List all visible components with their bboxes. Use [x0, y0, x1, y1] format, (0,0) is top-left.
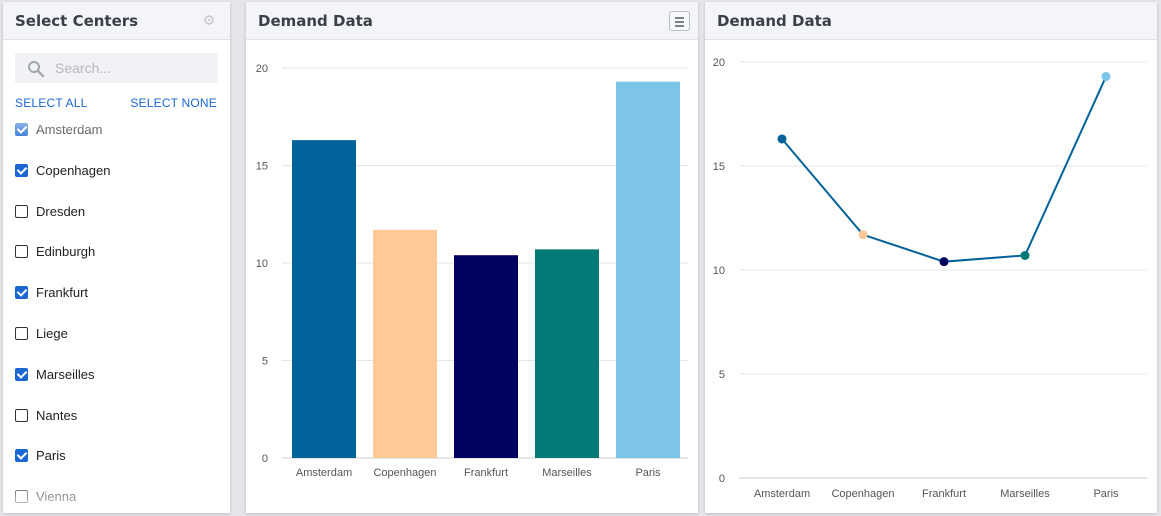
center-item-copenhagen[interactable]: Copenhagen — [15, 157, 225, 198]
bar-amsterdam — [292, 140, 356, 458]
x-tick-label: Frankfurt — [922, 488, 966, 500]
center-item-liege[interactable]: Liege — [15, 320, 225, 361]
center-list: Amsterdam Copenhagen Dresden Edinburgh Frank… — [15, 116, 225, 513]
checkbox[interactable] — [15, 123, 28, 136]
x-tick-label: Marseilles — [1000, 488, 1050, 500]
center-label: Frankfurt — [36, 285, 89, 301]
panel-header: Select Centers ⚙ — [3, 2, 230, 40]
checkbox[interactable] — [15, 326, 28, 340]
center-item-amsterdam[interactable]: Amsterdam — [15, 116, 225, 157]
y-tick-label: 15 — [713, 161, 725, 173]
y-tick-label: 5 — [262, 356, 268, 368]
center-item-dresden[interactable]: Dresden — [15, 198, 225, 239]
center-label: Paris — [36, 448, 66, 464]
search-box — [15, 53, 218, 83]
x-tick-label: Frankfurt — [464, 467, 508, 479]
center-item-frankfurt[interactable]: Frankfurt — [15, 279, 225, 320]
bar-paris — [616, 81, 680, 459]
y-tick-label: 5 — [719, 369, 725, 381]
bar-marseilles — [535, 249, 599, 458]
panel-title: Demand Data — [258, 12, 373, 30]
y-tick-label: 10 — [713, 265, 725, 277]
center-label: Amsterdam — [36, 122, 103, 137]
center-label: Edinburgh — [36, 244, 96, 260]
panel-title: Demand Data — [717, 12, 832, 30]
y-tick-label: 0 — [719, 473, 725, 485]
x-tick-label: Copenhagen — [831, 488, 894, 500]
checkbox[interactable] — [15, 163, 28, 177]
center-label: Liege — [36, 325, 68, 341]
point-copenhagen — [858, 230, 868, 240]
y-tick-label: 0 — [262, 453, 268, 465]
bar-frankfurt — [454, 255, 518, 458]
point-marseilles — [1020, 250, 1030, 260]
gear-icon[interactable]: ⚙ — [202, 12, 216, 28]
bar-chart: 0 5 10 15 20 Amsterdam Copenhagen Frankfurt Mars… — [256, 63, 688, 479]
center-label: Marseilles — [36, 366, 95, 382]
select-all-button[interactable]: SELECT ALL — [15, 96, 88, 110]
center-item-edinburgh[interactable]: Edinburgh — [15, 238, 225, 279]
panel-header: Demand Data — [246, 2, 698, 40]
checkbox[interactable] — [15, 408, 28, 422]
panel-title: Select Centers — [15, 12, 139, 30]
y-tick-label: 20 — [713, 57, 725, 69]
bar-chart-panel: Demand Data 0 5 10 15 20 Amsterdam Copenhagen F… — [246, 2, 698, 513]
search-input[interactable] — [55, 58, 205, 78]
center-label: Vienna — [36, 489, 77, 505]
checkbox[interactable] — [15, 490, 28, 504]
point-paris — [1101, 72, 1111, 82]
select-none-button[interactable]: SELECT NONE — [130, 96, 217, 110]
x-tick-label: Copenhagen — [373, 467, 436, 479]
x-tick-label: Paris — [635, 467, 661, 479]
y-tick-label: 20 — [256, 63, 268, 75]
checkbox[interactable] — [15, 449, 28, 463]
center-item-nantes[interactable]: Nantes — [15, 402, 225, 443]
line-chart: 0 5 10 15 20 Amsterdam Copenhagen Frankfurt Mars… — [713, 57, 1147, 500]
panel-header: Demand Data — [705, 2, 1157, 40]
center-item-paris[interactable]: Paris — [15, 442, 225, 483]
center-label: Nantes — [36, 407, 78, 423]
bar-copenhagen — [373, 229, 437, 458]
x-tick-label: Marseilles — [542, 467, 592, 479]
point-amsterdam — [777, 134, 787, 144]
point-frankfurt — [939, 257, 949, 267]
x-tick-label: Amsterdam — [296, 467, 352, 479]
search-icon — [28, 61, 45, 78]
hamburger-menu-icon[interactable] — [669, 11, 690, 31]
y-tick-label: 15 — [256, 161, 268, 173]
center-item-vienna[interactable]: Vienna — [15, 483, 225, 513]
x-tick-label: Paris — [1093, 488, 1119, 500]
select-centers-panel: Select Centers ⚙ SELECT ALL SELECT NONE … — [3, 2, 230, 513]
y-tick-label: 10 — [256, 258, 268, 270]
checkbox[interactable] — [15, 245, 28, 259]
center-item-marseilles[interactable]: Marseilles — [15, 361, 225, 402]
center-label: Dresden — [36, 203, 86, 219]
checkbox[interactable] — [15, 204, 28, 218]
checkbox[interactable] — [15, 367, 28, 381]
x-tick-label: Amsterdam — [754, 488, 810, 500]
checkbox[interactable] — [15, 286, 28, 300]
line-chart-panel: Demand Data 0 5 10 15 20 Amsterdam Copenhagen F… — [705, 2, 1157, 513]
series-line — [781, 76, 1107, 263]
center-label: Copenhagen — [36, 162, 111, 178]
